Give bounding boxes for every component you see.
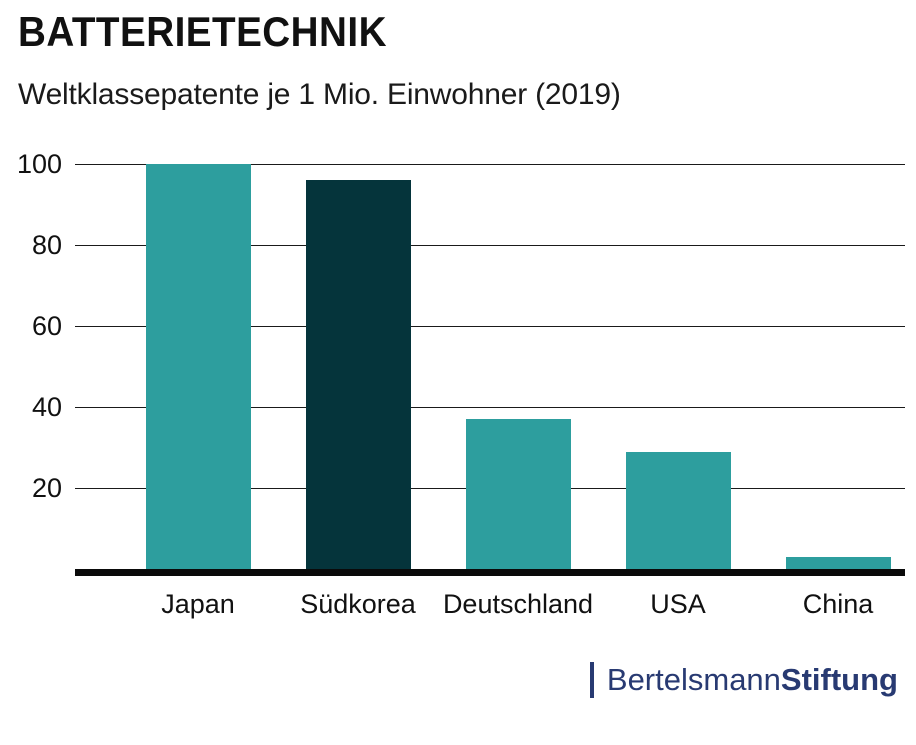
x-tick-label-japan: Japan [161, 589, 235, 619]
x-tick-label-usa: USA [650, 589, 706, 619]
y-tick-label-20: 20 [31, 473, 62, 503]
brand-name-bold: Stiftung [780, 662, 898, 697]
gridline-40 [75, 407, 905, 408]
bar-japan [145, 164, 251, 569]
x-tick-label-china: China [802, 589, 874, 619]
gridline-60 [75, 326, 905, 327]
bar-china [785, 557, 891, 569]
brand-logo-bar [589, 662, 594, 698]
x-tick-label-s-dkorea: Südkorea [300, 589, 416, 619]
x-tick-label-deutschland: Deutschland [442, 589, 594, 619]
brand-logo-text: BertelsmannStiftung [607, 662, 898, 698]
y-tick-label-60: 60 [31, 311, 62, 341]
gridline-80 [75, 245, 905, 246]
brand-name-regular: Bertelsmann [606, 662, 781, 697]
bar-s-dkorea [305, 180, 411, 569]
x-axis-line [75, 569, 905, 576]
bar-deutschland [465, 419, 571, 569]
chart-title: BATTERIETECHNIK [18, 8, 387, 55]
chart-subtitle: Weltklassepatente je 1 Mio. Einwohner (2… [18, 78, 621, 111]
y-tick-label-80: 80 [31, 230, 62, 260]
bar-usa [625, 452, 731, 569]
brand-logo: BertelsmannStiftung [589, 660, 898, 700]
gridline-100 [75, 164, 905, 165]
y-tick-label-100: 100 [16, 149, 62, 179]
y-tick-label-40: 40 [31, 392, 62, 422]
